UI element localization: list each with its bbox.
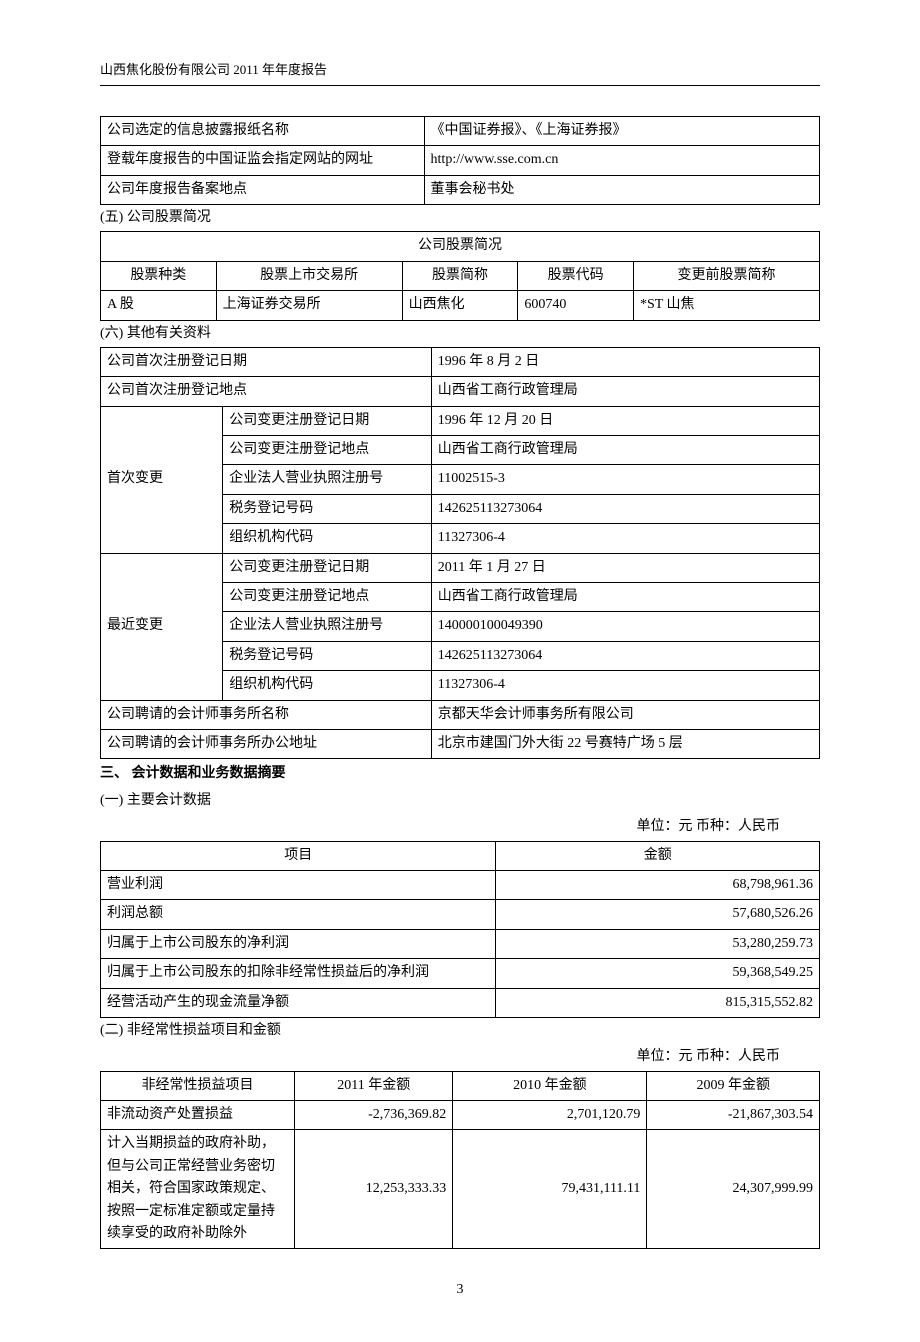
stock-header-cell: 股票上市交易所 [216,261,402,290]
change-group-label: 首次变更 [101,406,223,553]
change-sublabel: 税务登记号码 [223,641,432,670]
info-label: 公司聘请的会计师事务所办公地址 [101,730,432,759]
stock-data-cell: 上海证券交易所 [216,291,402,320]
stock-data-cell: A 股 [101,291,217,320]
change-sublabel: 企业法人营业执照注册号 [223,465,432,494]
finance-header-item: 项目 [101,841,496,870]
change-value: 山西省工商行政管理局 [431,436,819,465]
stock-data-cell: 600740 [518,291,634,320]
finance-header-amount: 金额 [496,841,820,870]
info-value: 北京市建国门外大街 22 号赛特广场 5 层 [431,730,819,759]
info-value: 京都天华会计师事务所有限公司 [431,700,819,729]
nonrecurring-item-label: 计入当期损益的政府补助，但与公司正常经营业务密切相关，符合国家政策规定、按照一定… [101,1130,295,1249]
stock-table: 公司股票简况 股票种类股票上市交易所股票简称股票代码变更前股票简称 A 股上海证… [100,231,820,320]
change-sublabel: 企业法人营业执照注册号 [223,612,432,641]
section-5-label: (五) 公司股票简况 [100,207,820,229]
info-label: 公司首次注册登记地点 [101,377,432,406]
stock-table-title: 公司股票简况 [101,232,820,261]
sub-2-label: (二) 非经常性损益项目和金额 [100,1020,820,1042]
stock-header-cell: 股票简称 [402,261,518,290]
finance-item-label: 营业利润 [101,870,496,899]
finance-item-label: 利润总额 [101,900,496,929]
change-value: 2011 年 1 月 27 日 [431,553,819,582]
change-sublabel: 组织机构代码 [223,524,432,553]
finance-item-label: 归属于上市公司股东的净利润 [101,929,496,958]
disclosure-label: 登载年度报告的中国证监会指定网站的网址 [101,146,425,175]
company-info-table: 公司首次注册登记日期1996 年 8 月 2 日公司首次注册登记地点山西省工商行… [100,347,820,759]
change-value: 11327306-4 [431,524,819,553]
change-value: 1996 年 12 月 20 日 [431,406,819,435]
stock-data-cell: *ST 山焦 [633,291,819,320]
nonrecurring-2009: 24,307,999.99 [647,1130,820,1249]
nonrecurring-2009: -21,867,303.54 [647,1101,820,1130]
change-sublabel: 税务登记号码 [223,494,432,523]
disclosure-label: 公司年度报告备案地点 [101,175,425,204]
sub-2-unit: 单位：元 币种：人民币 [100,1046,820,1068]
stock-header-cell: 股票种类 [101,261,217,290]
change-value: 山西省工商行政管理局 [431,583,819,612]
disclosure-value: 董事会秘书处 [424,175,819,204]
info-label: 公司聘请的会计师事务所名称 [101,700,432,729]
nonrecurring-2010: 79,431,111.11 [453,1130,647,1249]
finance-item-value: 53,280,259.73 [496,929,820,958]
disclosure-value: http://www.sse.com.cn [424,146,819,175]
change-value: 142625113273064 [431,494,819,523]
disclosure-label: 公司选定的信息披露报纸名称 [101,116,425,145]
sub-1-label: (一) 主要会计数据 [100,790,820,812]
nonrecurring-table: 非经常性损益项目2011 年金额2010 年金额2009 年金额 非流动资产处置… [100,1071,820,1250]
page-header: 山西焦化股份有限公司 2011 年年度报告 [100,60,820,86]
change-sublabel: 组织机构代码 [223,671,432,700]
change-sublabel: 公司变更注册登记地点 [223,583,432,612]
finance-item-label: 归属于上市公司股东的扣除非经常性损益后的净利润 [101,959,496,988]
info-value: 山西省工商行政管理局 [431,377,819,406]
stock-header-cell: 变更前股票简称 [633,261,819,290]
nonrecurring-item-label: 非流动资产处置损益 [101,1101,295,1130]
nonrecurring-2011: 12,253,333.33 [295,1130,453,1249]
sub-1-unit: 单位：元 币种：人民币 [100,816,820,838]
main-finance-table: 项目 金额 营业利润68,798,961.36利润总额57,680,526.26… [100,841,820,1018]
change-sublabel: 公司变更注册登记日期 [223,406,432,435]
finance-item-value: 59,368,549.25 [496,959,820,988]
nonrecurring-2010: 2,701,120.79 [453,1101,647,1130]
disclosure-table: 公司选定的信息披露报纸名称《中国证券报》、《上海证券报》登载年度报告的中国证监会… [100,116,820,205]
change-value: 142625113273064 [431,641,819,670]
nonrecurring-header: 2009 年金额 [647,1071,820,1100]
info-label: 公司首次注册登记日期 [101,347,432,376]
disclosure-value: 《中国证券报》、《上海证券报》 [424,116,819,145]
nonrecurring-2011: -2,736,369.82 [295,1101,453,1130]
nonrecurring-header: 2010 年金额 [453,1071,647,1100]
nonrecurring-header: 2011 年金额 [295,1071,453,1100]
change-value: 11327306-4 [431,671,819,700]
header-text: 山西焦化股份有限公司 2011 年年度报告 [100,62,327,77]
finance-item-label: 经营活动产生的现金流量净额 [101,988,496,1017]
section-6-label: (六) 其他有关资料 [100,323,820,345]
change-value: 140000100049390 [431,612,819,641]
nonrecurring-header: 非经常性损益项目 [101,1071,295,1100]
change-sublabel: 公司变更注册登记日期 [223,553,432,582]
section-3-title: 三、 会计数据和业务数据摘要 [100,763,820,785]
info-value: 1996 年 8 月 2 日 [431,347,819,376]
finance-item-value: 815,315,552.82 [496,988,820,1017]
stock-data-cell: 山西焦化 [402,291,518,320]
change-value: 11002515-3 [431,465,819,494]
finance-item-value: 57,680,526.26 [496,900,820,929]
stock-header-cell: 股票代码 [518,261,634,290]
finance-item-value: 68,798,961.36 [496,870,820,899]
change-sublabel: 公司变更注册登记地点 [223,436,432,465]
page-number: 3 [100,1279,820,1301]
change-group-label: 最近变更 [101,553,223,700]
